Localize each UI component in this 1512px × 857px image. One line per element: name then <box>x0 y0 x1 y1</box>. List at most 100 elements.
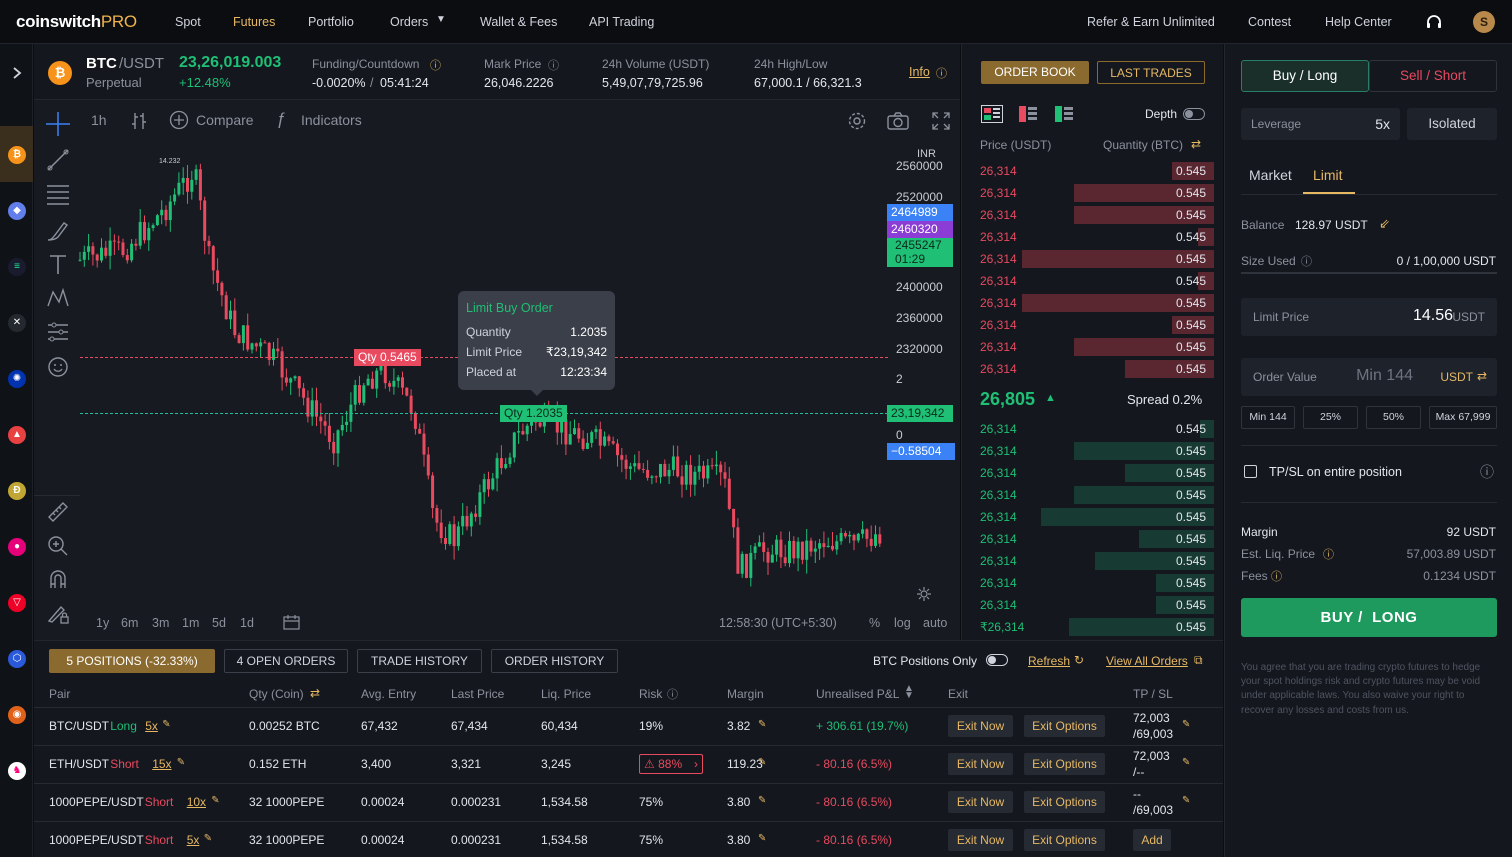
avalanche-icon[interactable]: ▲ <box>8 426 26 444</box>
nav-wallet-fees[interactable]: Wallet & Fees <box>480 15 558 29</box>
info-icon[interactable]: ⓘ <box>1271 571 1282 583</box>
swap-icon[interactable]: ⇄ <box>310 686 321 700</box>
settings-icon[interactable] <box>847 111 867 131</box>
nav-portfolio[interactable]: Portfolio <box>308 15 354 29</box>
quick-max-button[interactable]: Max 67,999 <box>1429 406 1497 429</box>
percent-scale-toggle[interactable]: % <box>869 616 881 630</box>
dogecoin-icon[interactable]: Ð <box>8 482 26 500</box>
plus-circle-icon[interactable] <box>169 110 189 130</box>
zoom-in-icon[interactable] <box>46 534 70 558</box>
fullscreen-icon[interactable] <box>932 112 950 130</box>
tab-order-history[interactable]: ORDER HISTORY <box>491 649 618 673</box>
depth-toggle[interactable] <box>1183 108 1205 120</box>
edit-icon[interactable]: ✎ <box>758 833 767 844</box>
ask-row[interactable]: 26,314 0.545 <box>980 294 1214 312</box>
info-icon[interactable]: ⓘ <box>548 60 559 72</box>
order-value-unit[interactable]: USDT <box>1440 370 1473 384</box>
help-icon[interactable]: ⓘ <box>1480 464 1494 480</box>
date-range-icon[interactable] <box>283 615 301 631</box>
margin-mode-button[interactable]: Isolated <box>1407 108 1497 140</box>
buy-order-tag[interactable]: Qty 1.2035 <box>500 405 567 422</box>
tab-positions[interactable]: 5 POSITIONS (-32.33%) <box>49 649 215 673</box>
sell-order-tag[interactable]: Qty 0.5465 <box>354 349 421 366</box>
log-scale-toggle[interactable]: log <box>894 616 911 630</box>
avatar[interactable]: S <box>1473 11 1495 33</box>
nav-futures[interactable]: Futures <box>233 15 276 29</box>
ask-row[interactable]: 26,314 0.545 <box>980 272 1214 290</box>
brush-icon[interactable] <box>46 218 70 242</box>
sell-short-tab[interactable]: Sell / Short <box>1369 60 1497 92</box>
chevron-right-icon[interactable] <box>10 66 24 80</box>
timeframe-1m[interactable]: 1m <box>182 616 200 630</box>
buy-long-tab[interactable]: Buy / Long <box>1241 60 1369 92</box>
timeframe-1y[interactable]: 1y <box>96 616 110 630</box>
interval-select[interactable]: 1h <box>91 112 107 128</box>
refresh-link[interactable]: Refresh <box>1028 654 1071 668</box>
polkadot-icon[interactable]: ● <box>8 538 26 556</box>
bid-row[interactable]: 26,314 0.545 <box>980 420 1214 438</box>
exit-now-button[interactable]: Exit Now <box>948 753 1013 775</box>
edit-icon[interactable]: ✎ <box>1182 795 1191 806</box>
camera-icon[interactable] <box>887 112 909 130</box>
tab-trade-history[interactable]: TRADE HISTORY <box>357 649 482 673</box>
headset-icon[interactable] <box>1425 13 1443 31</box>
text-icon[interactable] <box>46 252 70 276</box>
ethereum-icon[interactable]: ◆ <box>8 202 26 220</box>
exit-now-button[interactable]: Exit Now <box>948 715 1013 737</box>
info-icon[interactable]: ⓘ <box>1301 256 1312 268</box>
tab-limit[interactable]: Limit <box>1313 167 1343 183</box>
nav-contest[interactable]: Contest <box>1248 15 1292 29</box>
bid-row[interactable]: 26,314 0.545 <box>980 464 1214 482</box>
exit-options-button[interactable]: Exit Options <box>1024 829 1105 851</box>
risk-warning-badge[interactable]: ⚠ 88% › <box>639 754 703 774</box>
edit-icon[interactable]: ✎ <box>1182 719 1191 730</box>
add-tpsl-button[interactable]: Add <box>1133 829 1171 851</box>
edit-icon[interactable]: ✎ <box>758 757 767 768</box>
info-icon[interactable]: ⓘ <box>936 68 947 80</box>
tron-icon[interactable]: ▽ <box>8 594 26 612</box>
chevron-down-icon[interactable]: ▼ <box>436 14 446 25</box>
edit-icon[interactable]: ✎ <box>758 719 767 730</box>
quick-50-button[interactable]: 50% <box>1366 406 1421 429</box>
ask-row[interactable]: 26,314 0.545 <box>980 338 1214 356</box>
table-row[interactable]: ETH/USDT Short 15x ✎ 0.152 ETH 3,400 3,321 3,24… <box>34 745 1223 783</box>
candle-type-icon[interactable] <box>131 112 147 130</box>
order-value-input[interactable]: Order Value Min 144 USDT ⇄ <box>1241 358 1497 396</box>
timeframe-6m[interactable]: 6m <box>121 616 139 630</box>
trend-line-icon[interactable] <box>46 148 70 172</box>
limit-price-input[interactable]: Limit Price 14.56 USDT <box>1241 298 1497 336</box>
info-icon[interactable]: ⓘ <box>1323 549 1334 561</box>
tpsl-checkbox[interactable] <box>1244 465 1257 478</box>
nav-orders[interactable]: Orders <box>390 15 429 29</box>
external-link-icon[interactable]: ⧉ <box>1194 653 1203 667</box>
exit-options-button[interactable]: Exit Options <box>1024 791 1105 813</box>
fib-lines-icon[interactable] <box>46 182 70 206</box>
edit-icon[interactable]: ✎ <box>203 833 213 844</box>
leverage-badge[interactable]: 5x <box>186 833 200 847</box>
pattern-icon[interactable] <box>46 286 70 310</box>
tab-order-book[interactable]: ORDER BOOK <box>981 61 1089 84</box>
leverage-badge[interactable]: 10x <box>186 795 207 809</box>
edit-icon[interactable]: ✎ <box>162 719 171 730</box>
leverage-badge[interactable]: 5x <box>145 719 158 733</box>
exit-options-button[interactable]: Exit Options <box>1024 753 1105 775</box>
nav-help-center[interactable]: Help Center <box>1325 15 1392 29</box>
bid-row[interactable]: 26,314 0.545 <box>980 530 1214 548</box>
indicators-button[interactable]: Indicators <box>301 112 362 128</box>
bid-row[interactable]: 26,314 0.545 <box>980 486 1214 504</box>
nav-api-trading[interactable]: API Trading <box>589 15 655 29</box>
chart-settings-icon[interactable] <box>916 586 932 602</box>
book-both-icon[interactable] <box>981 105 1003 123</box>
ask-row[interactable]: 26,314 0.545 <box>980 316 1214 334</box>
ask-row[interactable]: 26,314 0.545 <box>980 162 1214 180</box>
info-icon[interactable]: ⓘ <box>667 689 678 701</box>
cardano-icon[interactable]: ✺ <box>8 370 26 388</box>
magnet-icon[interactable] <box>46 568 70 592</box>
crosshair-icon[interactable] <box>46 112 70 136</box>
ask-row[interactable]: 26,314 0.545 <box>980 206 1214 224</box>
nav-spot[interactable]: Spot <box>175 15 201 29</box>
pair-base[interactable]: BTC <box>86 55 117 72</box>
bid-row[interactable]: 26,314 0.545 <box>980 596 1214 614</box>
quick-25-button[interactable]: 25% <box>1303 406 1358 429</box>
swap-icon[interactable]: ⇄ <box>1191 137 1202 151</box>
